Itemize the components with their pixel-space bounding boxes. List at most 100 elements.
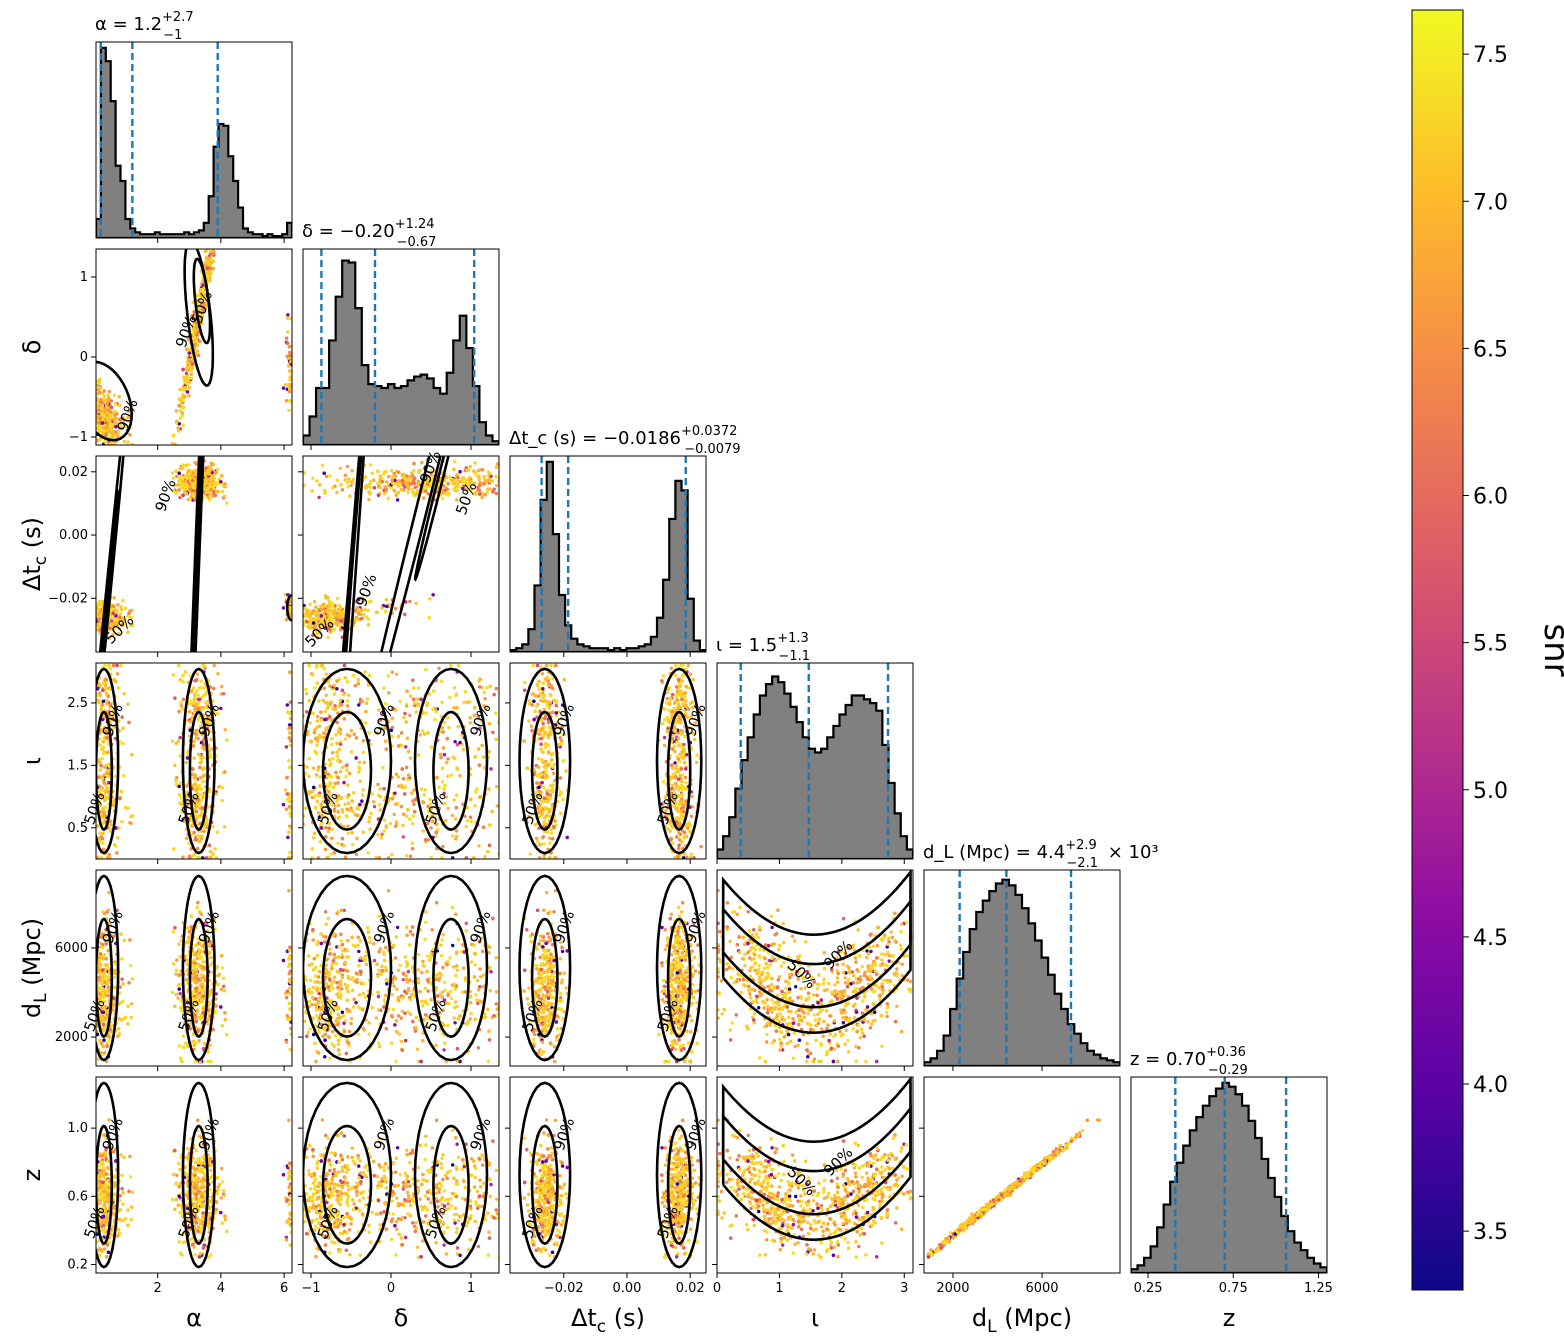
sample-point (186, 463, 191, 467)
sample-point (288, 792, 292, 796)
sample-point (311, 633, 315, 637)
sample-point (118, 417, 122, 422)
sample-point (386, 496, 391, 501)
sample-point (310, 489, 314, 493)
sample-point (200, 321, 204, 325)
sample-point (320, 463, 325, 467)
sample-point (199, 679, 203, 684)
sample-point (499, 485, 502, 488)
sample-point (369, 485, 373, 490)
sample-point (201, 298, 205, 302)
sample-point (312, 626, 317, 630)
sample-point (206, 491, 211, 495)
panel-dtc-vs-delta: 90%50%90%50% (276, 448, 545, 657)
sample-point (171, 673, 176, 677)
sample-point (189, 353, 193, 358)
sample-point (104, 431, 108, 436)
sample-point (416, 489, 420, 494)
sample-point (487, 477, 491, 482)
sample-point (193, 330, 197, 334)
sample-point (372, 478, 376, 482)
sample-point (426, 476, 430, 481)
sample-point (212, 663, 216, 668)
sample-point (327, 599, 331, 603)
sample-point (121, 774, 126, 778)
sample-point (196, 330, 200, 335)
sample-point (207, 257, 211, 261)
sample-point (424, 486, 428, 491)
sample-point (100, 413, 104, 417)
sample-point (199, 309, 203, 313)
sample-point (483, 474, 487, 479)
sample-point (340, 488, 345, 492)
sample-point (117, 447, 120, 450)
sample-point (463, 478, 468, 482)
sample-point (350, 468, 354, 473)
sample-point (190, 376, 194, 380)
sample-point (319, 614, 323, 618)
sample-point (102, 793, 107, 797)
sample-point (185, 485, 189, 490)
sample-point (173, 442, 177, 445)
sample-point (527, 490, 530, 493)
sample-point (338, 466, 343, 470)
sample-point (455, 488, 459, 493)
sample-point (128, 433, 132, 437)
sample-point (444, 475, 449, 480)
sample-point (452, 487, 456, 491)
sample-point (314, 607, 319, 611)
sample-point (503, 484, 506, 487)
sample-point (319, 605, 323, 609)
sample-point (214, 238, 217, 241)
sample-point (424, 489, 428, 493)
sample-point (375, 610, 379, 614)
sample-point (184, 371, 189, 376)
sample-point (500, 498, 503, 501)
sample-point (485, 490, 489, 495)
sample-point (506, 462, 509, 465)
sample-point (276, 616, 279, 619)
sample-point (111, 632, 115, 637)
sample-point (427, 616, 431, 620)
sample-point (119, 605, 123, 609)
sample-point (222, 494, 227, 499)
sample-point (307, 622, 311, 626)
sample-point (462, 481, 466, 486)
sample-point (287, 389, 291, 394)
sample-point (403, 612, 407, 617)
sample-point (363, 608, 367, 612)
sample-point (390, 469, 394, 473)
histogram-dtc (510, 460, 706, 652)
sample-point (368, 492, 372, 496)
sample-point (102, 394, 106, 398)
sample-point (446, 492, 450, 497)
sample-point (494, 483, 499, 488)
sample-point (378, 486, 383, 490)
sample-point (455, 478, 459, 482)
sample-point (113, 618, 117, 622)
sample-point (385, 604, 389, 609)
sample-point (288, 350, 292, 355)
sample-point (341, 614, 345, 618)
sample-point (408, 478, 413, 483)
sample-point (215, 712, 220, 716)
sample-point (323, 491, 327, 495)
sample-point (208, 469, 212, 473)
sample-point (520, 478, 523, 481)
sample-point (308, 602, 312, 607)
sample-point (361, 612, 366, 617)
sample-point (105, 401, 110, 406)
sample-point (213, 847, 217, 851)
sample-point (317, 495, 321, 500)
sample-point (303, 483, 306, 488)
sample-point (478, 483, 482, 488)
sample-point (326, 626, 330, 630)
sample-point (315, 636, 320, 640)
sample-point (542, 496, 545, 499)
sample-point (107, 449, 110, 452)
sample-point (108, 626, 112, 630)
sample-point (98, 599, 102, 603)
sample-point (420, 460, 424, 465)
sample-point (117, 631, 121, 635)
sample-point (393, 478, 397, 483)
